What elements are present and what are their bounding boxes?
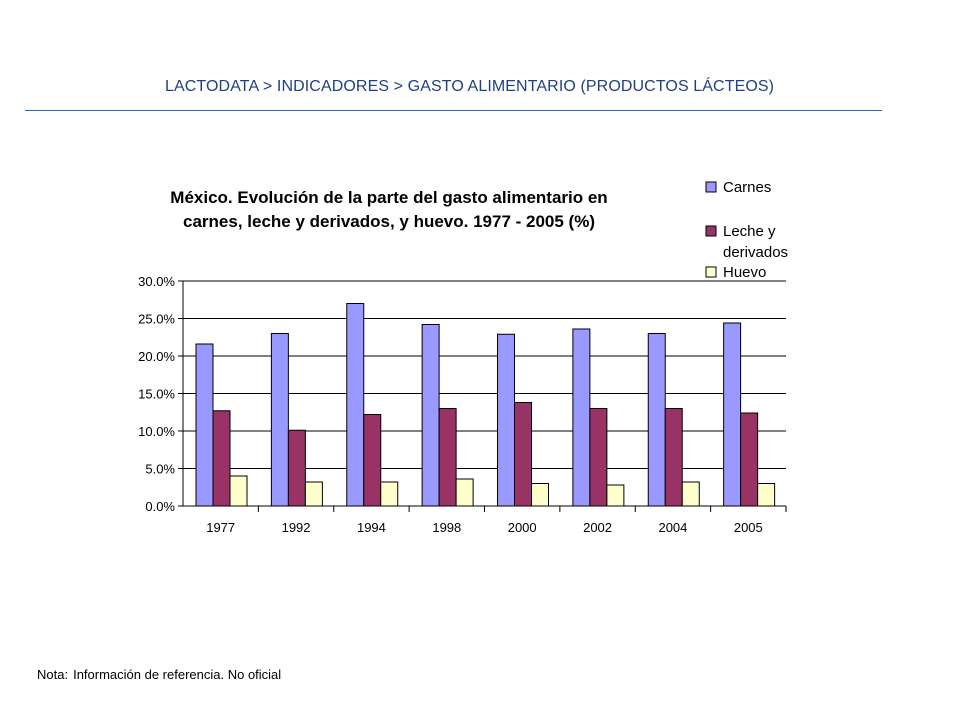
bar-leche-2005 <box>740 412 759 507</box>
bar-huevo-1994 <box>380 481 399 507</box>
bar-carnes-2002 <box>572 328 591 507</box>
chart-title-line: México. Evolución de la parte del gasto … <box>170 188 607 207</box>
y-tick-label: 30.0% <box>138 274 175 289</box>
y-tick-label: 15.0% <box>138 387 175 402</box>
footnote-text: Información de referencia. No oficial <box>73 667 282 682</box>
bar-huevo-1998 <box>455 478 474 507</box>
y-tick-label: 0.0% <box>145 499 175 514</box>
bar-leche-2004 <box>664 408 683 507</box>
breadcrumb: LACTODATA > INDICADORES > GASTO ALIMENTA… <box>165 78 775 95</box>
x-tick-label: 2000 <box>508 520 537 535</box>
y-tick-label: 20.0% <box>138 349 175 364</box>
bar-carnes-2004 <box>647 333 666 507</box>
x-tick-label: 2002 <box>583 520 612 535</box>
legend-label: Leche y <box>723 223 776 240</box>
x-tick-label: 2004 <box>658 520 687 535</box>
bar-huevo-2002 <box>606 484 625 507</box>
legend-swatch-carnes <box>705 181 717 193</box>
bar-leche-1977 <box>212 410 231 507</box>
footnote-label: Nota: <box>37 667 69 682</box>
legend-label: derivados <box>723 244 788 261</box>
legend-swatch-huevo <box>705 266 717 278</box>
legend-label: Carnes <box>723 179 771 196</box>
x-tick-label: 1998 <box>432 520 461 535</box>
bar-carnes-1977 <box>195 343 214 507</box>
legend-label: Huevo <box>723 264 766 281</box>
y-tick-label: 10.0% <box>138 424 175 439</box>
bar-carnes-2000 <box>497 333 515 507</box>
header-divider <box>25 110 882 111</box>
footnote: Nota: Información de referencia. No ofici… <box>37 667 281 682</box>
x-tick-label: 1977 <box>206 520 235 535</box>
bar-carnes-1994 <box>346 303 365 507</box>
legend-swatch-leche <box>705 225 717 237</box>
x-tick-label: 1994 <box>357 520 386 535</box>
bar-leche-2002 <box>589 408 608 507</box>
bar-leche-1992 <box>287 429 306 507</box>
y-tick-label: 5.0% <box>145 462 175 477</box>
x-tick-label: 1992 <box>282 520 311 535</box>
bar-huevo-2005 <box>757 483 776 507</box>
bar-carnes-1992 <box>270 333 289 507</box>
bar-carnes-1998 <box>421 324 440 507</box>
bar-carnes-2005 <box>723 322 742 507</box>
x-tick-label: 2005 <box>734 520 763 535</box>
bar-leche-2000 <box>514 402 532 507</box>
bar-huevo-2000 <box>531 483 549 507</box>
chart-title-line: carnes, leche y derivados, y huevo. 1977… <box>183 212 595 231</box>
bar-leche-1998 <box>438 408 457 507</box>
bar-huevo-1977 <box>229 475 248 507</box>
bar-huevo-2004 <box>681 481 700 507</box>
bar-leche-1994 <box>363 414 382 507</box>
y-tick-label: 25.0% <box>138 312 175 327</box>
bar-huevo-1992 <box>304 481 323 507</box>
